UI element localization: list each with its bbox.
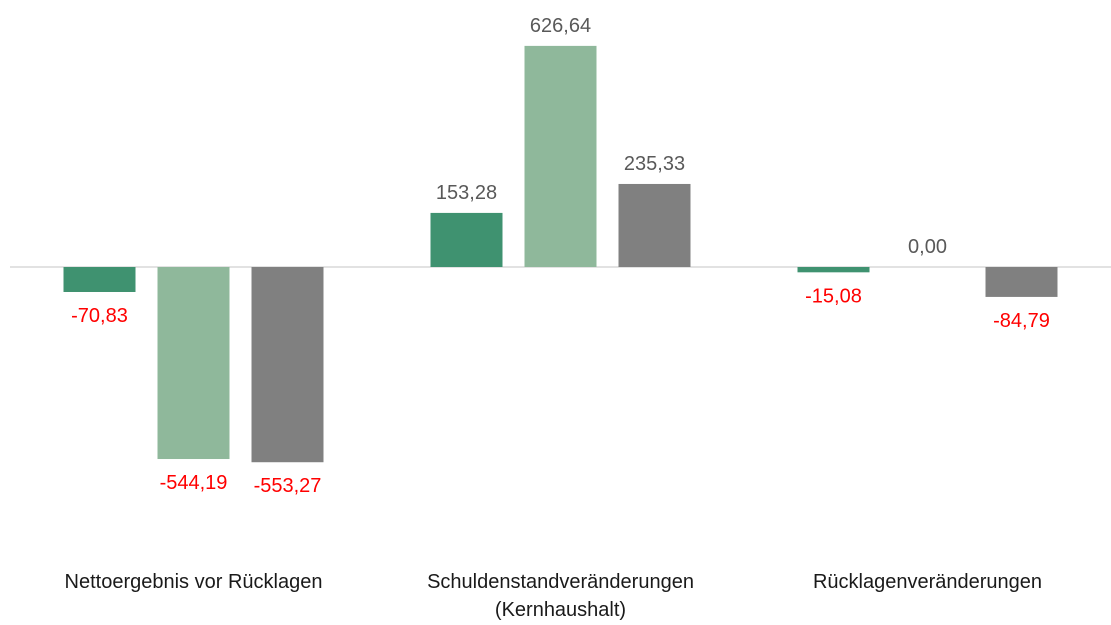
value-label: -544,19	[160, 472, 228, 494]
category-label: Schuldenstandveränderungen (Kernhaushalt…	[427, 571, 694, 621]
value-label: 626,64	[530, 15, 591, 37]
value-label: 0,00	[908, 236, 947, 258]
bar	[797, 267, 870, 273]
bar	[251, 267, 324, 463]
category-label: Rücklagenveränderungen	[812, 571, 1043, 593]
bar	[157, 267, 230, 460]
value-label: -84,79	[993, 310, 1050, 332]
bar	[618, 183, 691, 267]
value-label: 153,28	[436, 182, 497, 204]
bar	[63, 267, 136, 292]
bar	[985, 267, 1058, 297]
bar	[430, 212, 503, 267]
category-label: Nettoergebnis vor Rücklagen	[64, 571, 323, 593]
value-label: 235,33	[624, 153, 685, 175]
value-label: -553,27	[254, 475, 322, 497]
value-label: -15,08	[805, 285, 862, 307]
bar	[524, 45, 597, 267]
value-label: -70,83	[71, 305, 128, 327]
